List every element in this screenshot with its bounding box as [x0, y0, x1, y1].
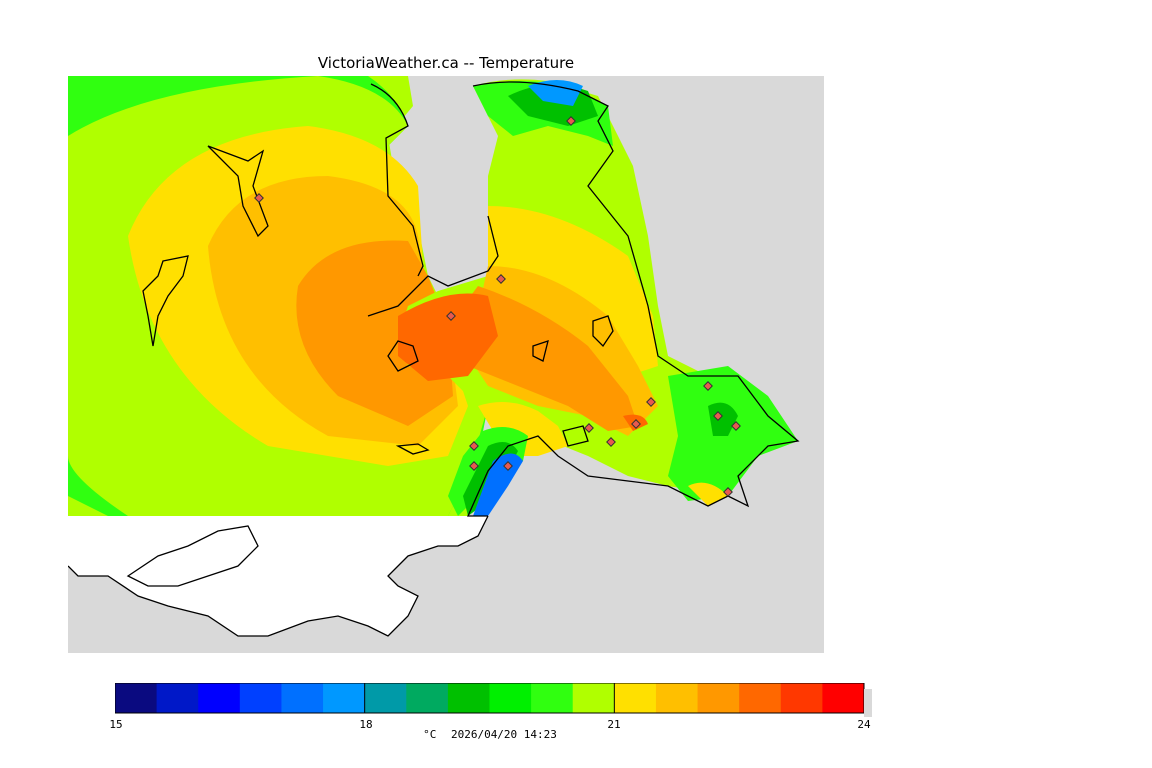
- legend-color-cell: [323, 683, 366, 713]
- station-marker: [646, 397, 656, 407]
- legend-tick-21: 21: [607, 718, 621, 731]
- temperature-field-west: [68, 76, 488, 516]
- legend-color-cell: [614, 683, 657, 713]
- legend-color-cell: [780, 683, 823, 713]
- station-marker: [631, 419, 641, 429]
- legend-color-cell: [489, 683, 532, 713]
- legend-color-cell: [655, 683, 699, 713]
- water-area: [68, 516, 488, 636]
- station-marker: [566, 116, 576, 126]
- legend-shadow: [864, 689, 872, 717]
- legend-color-cell: [239, 683, 282, 713]
- legend-color-cell: [447, 683, 490, 713]
- legend-tick-24: 24: [857, 718, 871, 731]
- temperature-map: [68, 76, 824, 653]
- coastlines: [68, 81, 800, 637]
- station-marker: [496, 274, 506, 284]
- map-title: VictoriaWeather.ca -- Temperature: [317, 54, 575, 72]
- legend-color-cell: [198, 683, 241, 713]
- timestamp-label: 2026/04/20 14:23: [450, 728, 557, 741]
- station-marker: [254, 193, 264, 203]
- weather-stations: [254, 116, 741, 497]
- legend-color-cells: [115, 683, 865, 713]
- legend-color-cell: [572, 683, 615, 713]
- station-marker: [503, 461, 513, 471]
- legend-color-cell: [406, 683, 449, 713]
- station-marker: [469, 441, 479, 451]
- legend-color-cell: [697, 683, 740, 713]
- station-marker: [469, 461, 479, 471]
- station-marker: [446, 311, 456, 321]
- station-marker: [713, 411, 723, 421]
- station-marker: [703, 381, 713, 391]
- station-marker: [723, 487, 733, 497]
- legend-color-cell: [822, 683, 865, 713]
- legend-caption: °C 2026/04/20 14:23: [0, 728, 980, 741]
- color-scale-legend: [115, 683, 872, 717]
- units-label: °C: [423, 728, 437, 741]
- legend-color-cell: [531, 683, 574, 713]
- station-marker: [584, 423, 594, 433]
- legend-color-cell: [364, 683, 407, 713]
- legend-color-cell: [156, 683, 199, 713]
- legend-tick-18: 18: [359, 718, 373, 731]
- station-marker: [731, 421, 741, 431]
- station-marker: [606, 437, 616, 447]
- legend-tick-15: 15: [109, 718, 123, 731]
- legend-color-cell: [115, 683, 158, 713]
- legend-color-cell: [281, 683, 324, 713]
- legend-color-cell: [739, 683, 782, 713]
